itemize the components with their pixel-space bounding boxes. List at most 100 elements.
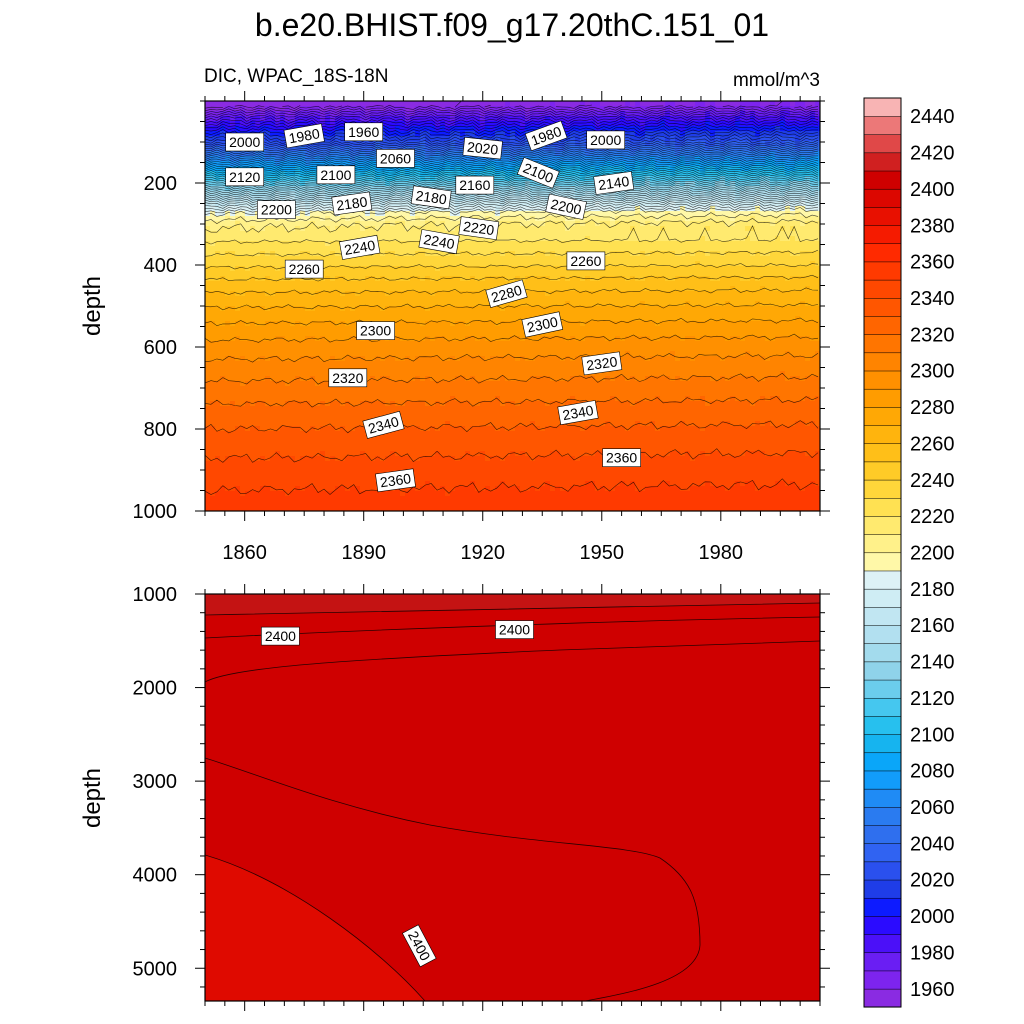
field-cell [525,101,531,107]
field-cell [395,191,401,197]
field-cell [220,236,226,242]
field-cell [690,271,696,277]
field-cell [775,171,781,177]
field-cell [255,196,261,202]
field-cell [640,266,646,272]
field-cell [415,126,421,132]
field-cell [260,241,266,247]
field-cell [520,296,526,302]
field-cell [500,261,506,267]
field-cell [300,151,306,157]
field-cell [430,276,436,282]
field-cell [305,301,311,307]
field-cell [485,241,491,247]
field-cell [710,291,716,297]
field-cell [560,171,566,177]
field-cell [590,286,596,292]
field-cell [390,271,396,277]
field-cell [600,286,606,292]
field-cell [255,111,261,117]
field-cell [470,256,476,262]
field-cell [650,261,656,267]
field-cell [635,211,641,217]
field-cell [370,216,376,222]
field-cell [220,101,226,107]
field-cell [600,241,606,247]
field-cell [680,151,686,157]
field-cell [810,141,816,147]
field-cell [660,211,666,217]
field-cell [805,266,811,272]
field-cell [635,226,641,232]
field-cell [330,131,336,137]
field-cell [285,256,291,262]
field-cell [485,131,491,137]
field-cell [230,211,236,217]
field-cell [695,161,701,167]
field-cell [760,271,766,277]
field-cell [690,226,696,232]
field-cell [325,251,331,257]
field-cell [670,151,676,157]
field-cell [400,116,406,122]
field-cell [485,236,491,242]
field-cell [495,136,501,142]
field-cell [205,296,211,302]
field-cell [720,241,726,247]
field-cell [590,181,596,187]
field-cell [450,296,456,302]
field-cell [455,106,461,112]
field-cell [405,146,411,152]
field-cell [755,176,761,182]
field-cell [605,296,611,302]
field-cell [590,201,596,207]
field-cell [480,101,486,107]
field-cell [750,281,756,287]
field-cell [250,256,256,262]
field-cell [460,131,466,137]
field-cell [250,246,256,252]
field-cell [675,201,681,207]
field-cell [590,291,596,297]
field-cell [660,206,666,212]
field-cell [780,136,786,142]
field-cell [645,281,651,287]
field-cell [370,201,376,207]
field-cell [215,116,221,122]
field-cell [415,181,421,187]
field-cell [315,156,321,162]
field-cell [265,231,271,237]
field-cell [680,196,686,202]
field-cell [440,161,446,167]
field-cell [555,266,561,272]
field-cell [695,116,701,122]
field-cell [285,101,291,107]
field-cell [705,261,711,267]
field-cell [435,216,441,222]
field-cell [800,236,806,242]
field-cell [685,161,691,167]
field-cell [730,161,736,167]
field-cell [675,256,681,262]
field-cell [805,146,811,152]
field-cell [400,271,406,277]
field-cell [360,176,366,182]
field-cell [310,201,316,207]
field-cell [240,236,246,242]
field-cell [595,116,601,122]
field-cell [600,246,606,252]
field-cell [695,211,701,217]
field-cell [550,221,556,227]
field-cell [495,236,501,242]
field-cell [730,121,736,127]
field-cell [755,191,761,197]
field-cell [720,286,726,292]
field-cell [245,216,251,222]
field-cell [360,276,366,282]
field-cell [260,281,266,287]
field-cell [400,211,406,217]
field-cell [525,291,531,297]
field-cell [620,126,626,132]
field-cell [800,136,806,142]
field-cell [480,161,486,167]
